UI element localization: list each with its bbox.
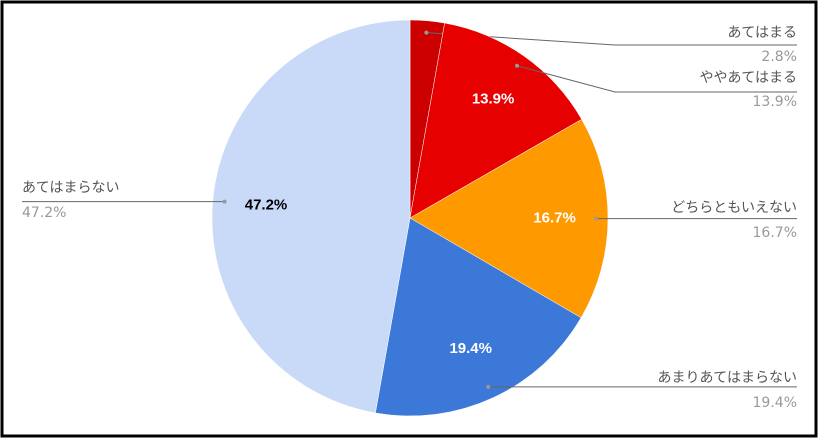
pie-slice	[375, 217, 582, 417]
leader-dot	[486, 384, 491, 389]
legend-label: ややあてはまる	[700, 70, 797, 86]
percent-label: 47.2%	[22, 205, 66, 221]
pie-slice	[211, 19, 411, 414]
legend-label: どちらともいえない	[671, 200, 797, 216]
slice-label: 47.2%	[245, 196, 288, 213]
legend-label: あてはまる	[728, 25, 797, 41]
percent-label: 16.7%	[753, 225, 797, 241]
leader-dot	[594, 216, 599, 221]
slice-label: 19.4%	[449, 340, 492, 357]
legend-label: あてはまらない	[22, 180, 119, 196]
leader-dot	[515, 63, 520, 68]
legend-label: あまりあてはまらない	[658, 370, 797, 386]
percent-label: 19.4%	[753, 395, 797, 411]
leader-line	[516, 65, 797, 93]
slice-label: 16.7%	[533, 209, 576, 226]
leader-dot	[424, 30, 429, 35]
percent-label: 13.9%	[753, 94, 797, 110]
percent-label: 2.8%	[761, 49, 797, 65]
leader-dot	[222, 199, 227, 204]
slice-label: 13.9%	[472, 91, 515, 108]
